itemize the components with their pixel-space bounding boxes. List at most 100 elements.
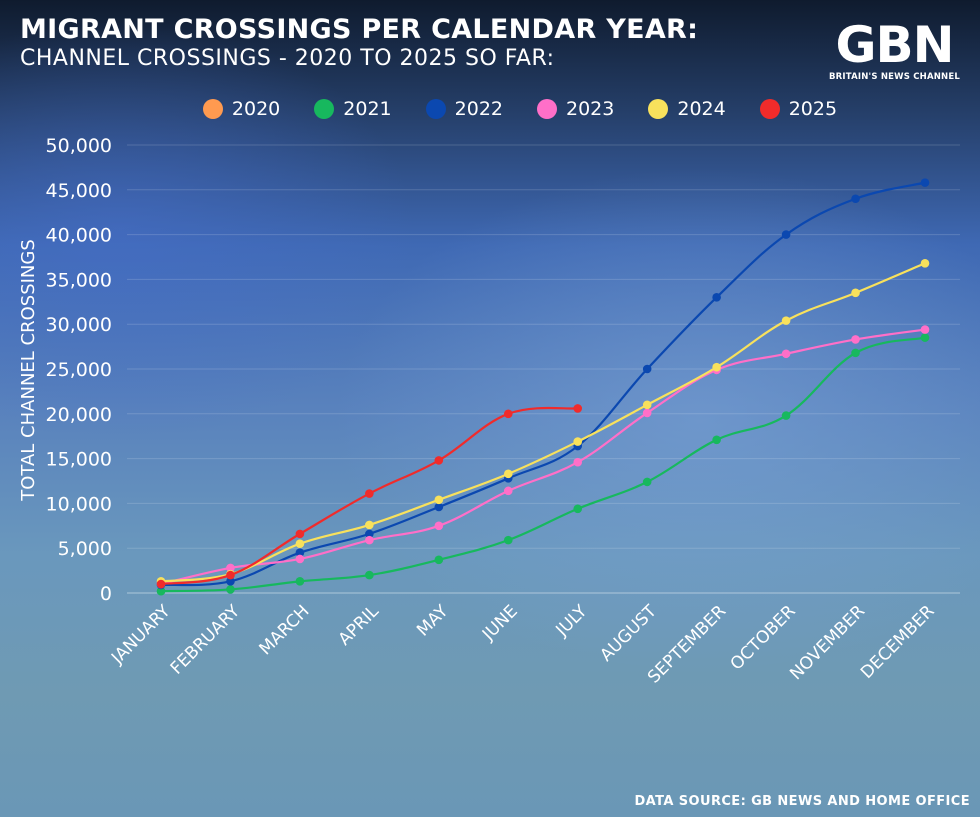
legend-label-2021: 2021	[343, 98, 392, 120]
chart-subtitle: CHANNEL CROSSINGS - 2020 TO 2025 SO FAR:	[20, 46, 555, 71]
data-point-2025	[573, 404, 583, 413]
x-tick-label: JUNE	[478, 601, 522, 645]
legend-label-2025: 2025	[788, 98, 838, 120]
data-point-2024	[503, 469, 513, 479]
chart-legend: 2020 2021 2022 2023 2024 2025	[0, 98, 980, 120]
y-axis-title: TOTAL CHANNEL CROSSINGS	[18, 239, 39, 502]
y-tick-label: 10,000	[46, 493, 112, 515]
data-point-2021	[781, 411, 791, 420]
data-point-2021	[365, 570, 374, 580]
data-point-2023	[503, 486, 513, 496]
series-line-2024	[159, 262, 927, 583]
data-point-2025	[434, 456, 444, 465]
data-point-2021	[851, 348, 860, 358]
x-tick-label: OCTOBER	[727, 601, 800, 674]
legend-label-2020: 2020	[231, 98, 281, 120]
legend-label-2023: 2023	[566, 98, 615, 120]
data-point-2021	[920, 333, 930, 342]
data-point-2024	[573, 437, 583, 446]
x-tick-label: MARCH	[256, 601, 314, 659]
x-tick-label: APRIL	[335, 601, 384, 650]
legend-item-2024: 2024	[648, 98, 726, 120]
data-point-2021	[573, 504, 583, 514]
y-tick-label: 20,000	[46, 404, 112, 426]
legend-swatch-2023	[537, 99, 557, 119]
x-tick-label: MAY	[413, 601, 453, 641]
y-tick-label: 5,000	[58, 538, 112, 560]
data-point-2024	[781, 316, 791, 325]
y-tick-label: 25,000	[46, 359, 112, 381]
data-point-2022	[920, 178, 930, 187]
legend-item-2025: 2025	[759, 98, 838, 120]
x-tick-label: JANUARY	[107, 601, 175, 669]
data-point-2022	[295, 548, 305, 557]
data-point-2021	[226, 585, 235, 594]
data-point-2022	[712, 293, 721, 302]
data-point-2021	[503, 535, 513, 545]
data-point-2023	[781, 349, 791, 359]
y-tick-label: 15,000	[46, 449, 112, 471]
legend-swatch-2021	[314, 99, 335, 119]
data-point-2021	[295, 577, 305, 586]
data-point-2023	[226, 563, 235, 573]
data-point-2021	[156, 586, 166, 596]
data-point-2022	[434, 502, 444, 512]
x-tick-label: DECEMBER	[857, 601, 939, 683]
data-point-2023	[365, 535, 374, 545]
y-tick-label: 30,000	[46, 314, 112, 336]
data-point-2024	[295, 539, 305, 549]
legend-label-2022: 2022	[454, 98, 503, 120]
legend-label-2024: 2024	[677, 98, 726, 120]
data-point-2022	[226, 577, 235, 586]
series-2021	[156, 333, 930, 596]
series-2023	[156, 325, 930, 589]
logo-mark: GBN	[835, 16, 954, 74]
series-2022	[156, 178, 930, 590]
data-point-2021	[434, 555, 444, 565]
data-point-2025	[156, 579, 166, 589]
gbnews-logo: GBN BRITAIN'S NEWS CHANNEL	[829, 20, 960, 82]
data-point-2021	[642, 477, 652, 487]
x-tick-label: NOVEMBER	[786, 601, 869, 684]
data-point-2025	[503, 409, 513, 419]
legend-item-2022: 2022	[425, 98, 503, 120]
data-point-2022	[781, 230, 791, 239]
legend-item-2023: 2023	[537, 98, 614, 120]
legend-swatch-2025	[759, 99, 780, 119]
data-point-2024	[851, 288, 860, 298]
logo-tagline: BRITAIN'S NEWS CHANNEL	[828, 72, 960, 82]
data-point-2024	[642, 400, 652, 410]
data-point-2021	[712, 435, 721, 445]
y-tick-label: 50,000	[46, 135, 112, 157]
x-tick-label: AUGUST	[596, 601, 661, 666]
data-point-2023	[642, 408, 652, 418]
data-point-2023	[573, 457, 583, 467]
data-point-2022	[365, 529, 374, 539]
data-point-2024	[920, 258, 930, 268]
legend-swatch-2020	[202, 99, 223, 119]
data-point-2025	[295, 529, 305, 539]
legend-item-2020: 2020	[202, 98, 281, 120]
header: MIGRANT CROSSINGS PER CALENDAR YEAR: CHA…	[20, 14, 698, 72]
y-tick-label: 35,000	[46, 269, 112, 291]
data-point-2025	[226, 570, 235, 580]
series-2024	[156, 258, 930, 586]
data-point-2022	[851, 194, 860, 204]
y-tick-label: 0	[100, 583, 112, 605]
legend-item-2021: 2021	[314, 98, 392, 120]
data-point-2025	[365, 489, 374, 498]
data-source: DATA SOURCE: GB NEWS AND HOME OFFICE	[634, 794, 970, 809]
y-tick-label: 45,000	[46, 180, 112, 202]
data-point-2023	[295, 554, 305, 564]
data-point-2023	[920, 325, 930, 334]
data-point-2022	[642, 364, 652, 374]
chart-title: MIGRANT CROSSINGS PER CALENDAR YEAR:	[20, 14, 699, 45]
legend-swatch-2022	[425, 99, 446, 119]
data-point-2024	[712, 362, 721, 372]
y-tick-label: 40,000	[46, 225, 112, 247]
x-tick-label: FEBRUARY	[167, 601, 245, 679]
series-line-2023	[159, 328, 927, 586]
series-2025	[156, 404, 583, 589]
x-tick-label: JULY	[552, 601, 592, 641]
